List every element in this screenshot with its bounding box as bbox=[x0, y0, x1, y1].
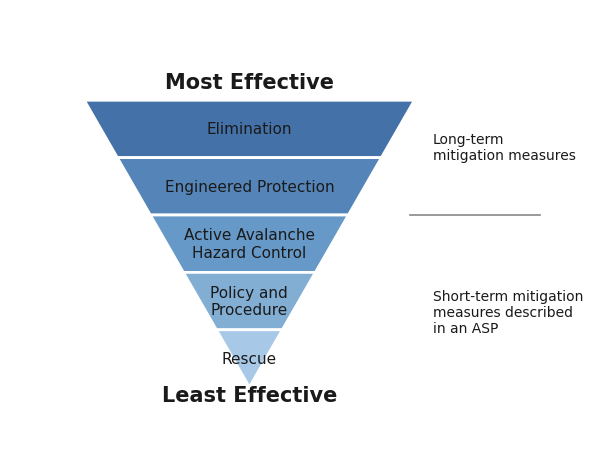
Text: Most Effective: Most Effective bbox=[165, 73, 334, 93]
Text: Policy and
Procedure: Policy and Procedure bbox=[211, 285, 288, 318]
Text: Rescue: Rescue bbox=[222, 351, 277, 366]
Text: Long-term
mitigation measures: Long-term mitigation measures bbox=[433, 133, 576, 163]
Text: Elimination: Elimination bbox=[206, 122, 292, 137]
Polygon shape bbox=[217, 330, 283, 387]
Polygon shape bbox=[151, 216, 349, 273]
Text: Short-term mitigation
measures described
in an ASP: Short-term mitigation measures described… bbox=[433, 289, 583, 335]
Polygon shape bbox=[85, 101, 415, 158]
Polygon shape bbox=[118, 158, 382, 216]
Text: Least Effective: Least Effective bbox=[161, 385, 337, 405]
Polygon shape bbox=[184, 273, 316, 330]
Text: Active Avalanche
Hazard Control: Active Avalanche Hazard Control bbox=[184, 228, 315, 260]
Text: Engineered Protection: Engineered Protection bbox=[164, 179, 334, 195]
